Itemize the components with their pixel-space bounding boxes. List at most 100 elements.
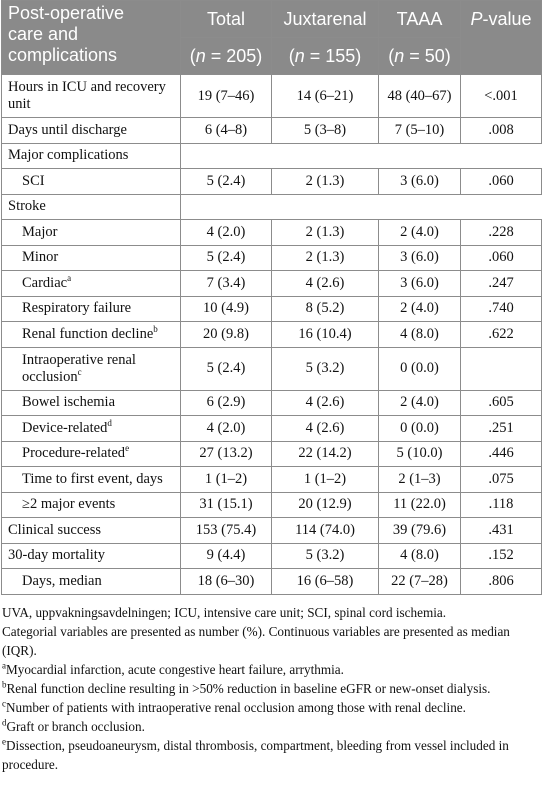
row-label-text: Renal function decline bbox=[22, 325, 154, 342]
juxtarenal-cell: 2 (1.3) bbox=[271, 219, 379, 246]
footnote-letter: d bbox=[2, 717, 7, 728]
taaa-cell: 11 (22.0) bbox=[378, 491, 461, 518]
header-taaa-n: (n = 50) bbox=[378, 37, 461, 75]
total-cell: 27 (13.2) bbox=[180, 440, 272, 467]
total-cell: 4 (2.0) bbox=[180, 219, 272, 246]
juxtarenal-cell bbox=[271, 193, 379, 220]
row-label-text: Major bbox=[22, 223, 58, 240]
taaa-cell: 3 (6.0) bbox=[378, 270, 461, 297]
table-row: Cardiaca 7 (3.4) 4 (2.6) 3 (6.0) .247 bbox=[1, 270, 542, 297]
pvalue-cell: .431 bbox=[460, 517, 542, 544]
footnote: UVA, uppvakningsavdelningen; ICU, intens… bbox=[2, 603, 536, 622]
footnote-marker: d bbox=[107, 417, 112, 428]
total-cell: 5 (2.4) bbox=[180, 346, 272, 391]
pvalue-cell: .060 bbox=[460, 244, 542, 271]
juxtarenal-cell: 5 (3.2) bbox=[271, 346, 379, 391]
taaa-cell: 48 (40–67) bbox=[378, 74, 461, 118]
table-row: Intraoperative renal occlusionc 5 (2.4) 5 … bbox=[1, 346, 542, 391]
taaa-cell: 3 (6.0) bbox=[378, 168, 461, 195]
complications-table: Post-operative care and complications To… bbox=[1, 0, 542, 595]
row-label-text: Major complications bbox=[8, 147, 129, 164]
header-first-column: Post-operative care and complications bbox=[1, 0, 181, 75]
row-label: Device-relatedd bbox=[1, 415, 181, 442]
taaa-cell: 2 (4.0) bbox=[378, 389, 461, 416]
juxtarenal-cell: 4 (2.6) bbox=[271, 415, 379, 442]
total-cell: 7 (3.4) bbox=[180, 270, 272, 297]
taaa-cell bbox=[378, 193, 461, 220]
taaa-cell: 2 (4.0) bbox=[378, 219, 461, 246]
total-cell: 5 (2.4) bbox=[180, 168, 272, 195]
juxtarenal-cell: 1 (1–2) bbox=[271, 466, 379, 493]
table-row: Major complications bbox=[1, 142, 542, 169]
row-label: Minor bbox=[1, 244, 181, 271]
table-row: Bowel ischemia 6 (2.9) 4 (2.6) 2 (4.0) .605 bbox=[1, 389, 542, 416]
n-equals: = bbox=[404, 45, 425, 66]
row-label-text: Minor bbox=[22, 249, 59, 266]
n-symbol: n bbox=[294, 45, 305, 66]
taaa-cell: 3 (6.0) bbox=[378, 244, 461, 271]
pvalue-cell: .446 bbox=[460, 440, 542, 467]
juxtarenal-cell bbox=[271, 142, 379, 169]
row-label: Hours in ICU and recovery unit bbox=[1, 74, 181, 118]
footnote: bRenal function decline resulting in >50… bbox=[2, 679, 536, 698]
header-juxtarenal-n: (n = 155) bbox=[271, 37, 379, 75]
pvalue-cell: .251 bbox=[460, 415, 542, 442]
table-row: SCI 5 (2.4) 2 (1.3) 3 (6.0) .060 bbox=[1, 168, 542, 195]
pvalue-cell: .152 bbox=[460, 542, 542, 569]
row-label-text: Time to first event, days bbox=[22, 470, 163, 487]
footnote-marker: b bbox=[153, 323, 158, 334]
juxtarenal-cell: 4 (2.6) bbox=[271, 270, 379, 297]
footnote-marker: c bbox=[77, 366, 82, 377]
row-label-text: Device-related bbox=[22, 419, 108, 436]
pvalue-rest: -value bbox=[482, 9, 532, 29]
taaa-cell: 7 (5–10) bbox=[378, 117, 461, 144]
total-cell: 1 (1–2) bbox=[180, 466, 272, 493]
row-label-text: Respiratory failure bbox=[22, 300, 132, 317]
row-label-text: 30-day mortality bbox=[8, 547, 106, 564]
pvalue-cell bbox=[460, 142, 542, 169]
juxtarenal-cell: 2 (1.3) bbox=[271, 168, 379, 195]
table-body: Hours in ICU and recovery unit 19 (7–46) 1… bbox=[1, 74, 542, 595]
table-row: Stroke bbox=[1, 193, 542, 220]
row-label-text: Procedure-related bbox=[22, 445, 126, 462]
footnote-text: Myocardial infarction, acute congestive … bbox=[6, 661, 344, 677]
footnote-text: Number of patients with intraoperative r… bbox=[6, 699, 466, 715]
taaa-cell: 4 (8.0) bbox=[378, 321, 461, 348]
taaa-cell: 22 (7–28) bbox=[378, 568, 461, 595]
pvalue-cell: <.001 bbox=[460, 74, 542, 118]
n-value: 50 bbox=[424, 45, 445, 66]
pvalue-cell: .008 bbox=[460, 117, 542, 144]
row-label: Major bbox=[1, 219, 181, 246]
taaa-cell: 4 (8.0) bbox=[378, 542, 461, 569]
row-label-text: Hours in ICU and recovery unit bbox=[8, 79, 166, 112]
header-pvalue: P-value bbox=[460, 0, 542, 75]
total-cell: 20 (9.8) bbox=[180, 321, 272, 348]
total-cell: 153 (75.4) bbox=[180, 517, 272, 544]
header-taaa: TAAA bbox=[378, 0, 461, 38]
juxtarenal-cell: 5 (3.2) bbox=[271, 542, 379, 569]
juxtarenal-cell: 5 (3–8) bbox=[271, 117, 379, 144]
row-label: Clinical success bbox=[1, 517, 181, 544]
total-cell bbox=[180, 193, 272, 220]
table-header: Post-operative care and complications To… bbox=[1, 0, 542, 75]
juxtarenal-cell: 4 (2.6) bbox=[271, 389, 379, 416]
pvalue-cell bbox=[460, 193, 542, 220]
pvalue-cell: .228 bbox=[460, 219, 542, 246]
row-label: Respiratory failure bbox=[1, 295, 181, 322]
footnote-letter: b bbox=[2, 679, 7, 690]
header-total: Total bbox=[180, 0, 272, 38]
footnote-text: Categorial variables are presented as nu… bbox=[2, 623, 510, 658]
taaa-cell: 5 (10.0) bbox=[378, 440, 461, 467]
row-label: Renal function declineb bbox=[1, 321, 181, 348]
row-label: Days until discharge bbox=[1, 117, 181, 144]
n-equals: = bbox=[205, 45, 227, 66]
total-cell bbox=[180, 142, 272, 169]
footnote-letter: c bbox=[2, 698, 6, 709]
juxtarenal-cell: 20 (12.9) bbox=[271, 491, 379, 518]
pvalue-cell: .118 bbox=[460, 491, 542, 518]
table-row: Respiratory failure 10 (4.9) 8 (5.2) 2 (4.0… bbox=[1, 295, 542, 322]
row-label: Major complications bbox=[1, 142, 181, 169]
row-label: 30-day mortality bbox=[1, 542, 181, 569]
row-label-text: Cardiac bbox=[22, 274, 68, 291]
